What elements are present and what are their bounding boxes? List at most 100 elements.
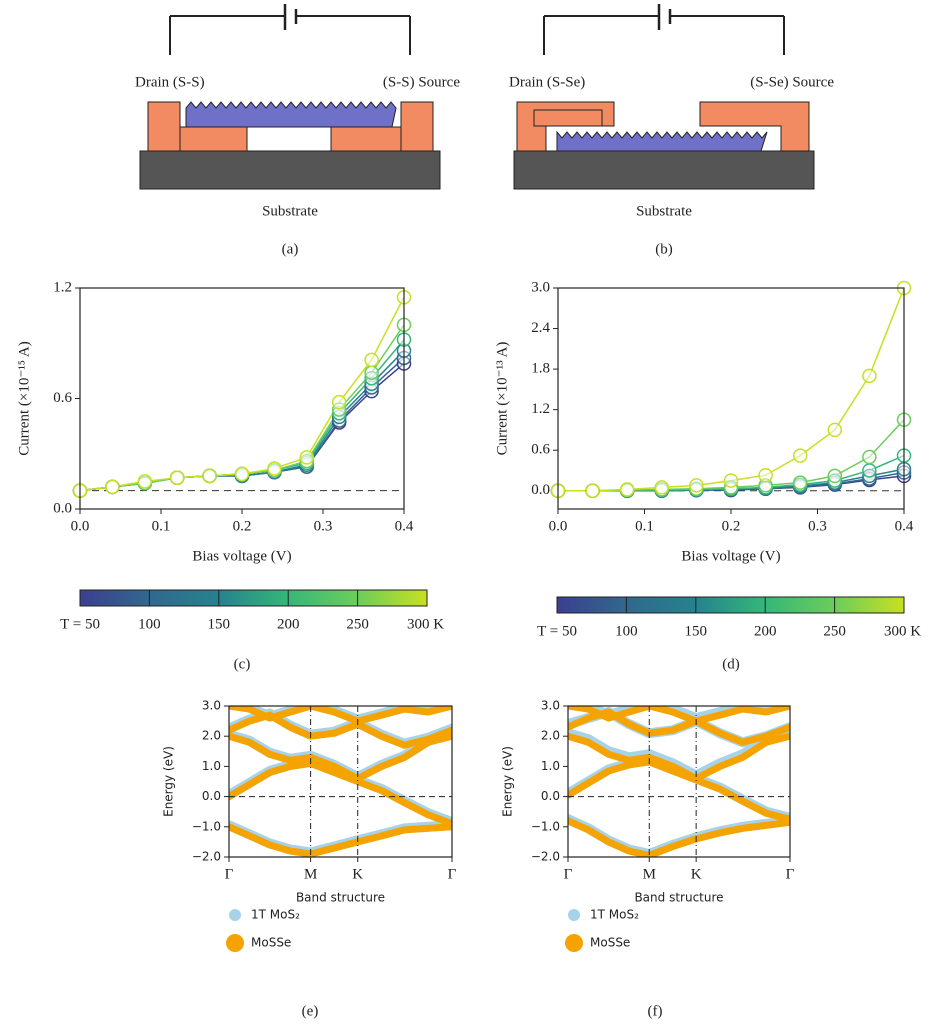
y-tick-label: −1.0 (192, 819, 221, 833)
source-label: (S-Se) Source (750, 74, 834, 90)
y-tick-label: 1.8 (531, 361, 550, 377)
band-line (229, 759, 452, 828)
electrode (400, 101, 434, 152)
colorbar-label: 200 (277, 616, 300, 632)
y-tick-label: 2.0 (202, 729, 221, 743)
colorbar-label: 200 (754, 623, 777, 639)
x-tick-label: Γ (448, 866, 457, 882)
data-point (267, 461, 282, 476)
colorbar-label: 100 (138, 616, 161, 632)
legend-label: MoSSe (251, 936, 291, 950)
colorbar (79, 589, 428, 607)
x-axis-label: Band structure (296, 891, 385, 905)
x-axis-label: Bias voltage (V) (681, 548, 780, 564)
y-axis-label: Current (×10⁻¹⁵ A) (16, 341, 32, 455)
plot-frame (557, 287, 905, 510)
series-line (558, 288, 904, 492)
data-point (202, 468, 217, 484)
band-line (229, 732, 452, 782)
plot-area (229, 706, 452, 857)
colorbar (556, 596, 905, 614)
band-line (568, 817, 790, 857)
device-diagram: Drain (S-S) (S-S) Source Substrate (a) (135, 4, 460, 257)
colorbar-label: T = 50 (60, 616, 100, 632)
data-point (827, 468, 843, 484)
data-point (792, 475, 808, 490)
y-tick-label: 1.2 (531, 401, 550, 417)
x-tick-label: 0.1 (635, 518, 654, 534)
colorbar-label: 150 (685, 623, 708, 639)
data-point (758, 467, 773, 483)
band-line (568, 758, 790, 823)
x-tick-label: Γ (786, 866, 795, 882)
panel-label: (f) (648, 1003, 663, 1019)
data-point (137, 474, 153, 489)
y-tick-label: 0.0 (202, 789, 221, 803)
band-line (568, 706, 790, 725)
legend-marker (568, 909, 580, 921)
legend-label: 1T MoS₂ (590, 908, 639, 922)
panel-label: (c) (234, 656, 251, 672)
data-point (169, 470, 185, 485)
colorbar-label: 150 (208, 616, 231, 632)
data-point (299, 450, 315, 465)
plot-frame (567, 705, 791, 858)
y-axis-label: Current (×10⁻¹³ A) (494, 342, 510, 456)
x-tick-label: 0.0 (549, 518, 568, 534)
plot-frame (79, 287, 405, 510)
band-line (229, 823, 452, 857)
y-tick-label: 3.0 (531, 279, 550, 295)
y-tick-label: 0.0 (531, 482, 550, 498)
series-line (80, 296, 404, 492)
panel-label: (b) (655, 241, 673, 257)
data-point (585, 483, 600, 499)
band-line (568, 732, 790, 782)
colorbar-label: 300 K (407, 616, 444, 632)
x-tick-label: Γ (225, 866, 234, 882)
y-tick-label: 0.0 (541, 789, 560, 803)
data-point (862, 449, 877, 465)
y-tick-label: 0.0 (53, 500, 72, 516)
band-chart: −2.0 −1.0 0.0 1.0 2.0 3.0 Γ M K Γ Band structure En… (501, 699, 795, 1020)
device-diagram: Drain (S-Se) (S-Se) Source Substrate (b) (509, 4, 834, 257)
y-tick-label: 1.2 (53, 279, 72, 295)
panel-label: (d) (722, 656, 740, 672)
y-tick-label: 3.0 (202, 699, 221, 713)
x-axis-label: Band structure (634, 891, 723, 905)
plot-area (80, 296, 404, 492)
panel-label: (e) (302, 1003, 319, 1019)
channel (185, 101, 397, 128)
band-chart: −2.0 −1.0 0.0 1.0 2.0 3.0 Γ M K Γ Band structure En… (162, 699, 457, 1020)
x-tick-label: K (352, 866, 363, 882)
y-tick-label: 0.6 (53, 390, 72, 406)
data-point (862, 368, 877, 384)
colorbar-label: 250 (346, 616, 369, 632)
x-tick-label: 0.0 (71, 518, 90, 534)
substrate-label: Substrate (262, 203, 318, 219)
data-point (689, 478, 704, 493)
data-point (792, 448, 808, 463)
colorbar-label: 300 K (884, 623, 921, 639)
substrate (513, 150, 815, 190)
y-tick-label: −1.0 (531, 819, 560, 833)
legend-label: 1T MoS₂ (251, 908, 300, 922)
legend-marker (229, 909, 241, 921)
y-tick-label: 1.0 (541, 759, 560, 773)
legend-marker (565, 934, 583, 952)
x-tick-label: 0.4 (895, 518, 914, 534)
y-axis-label: Energy (eV) (162, 746, 176, 817)
x-tick-label: K (691, 866, 702, 882)
colorbar-label: 250 (823, 623, 846, 639)
plot-frame (228, 705, 453, 858)
y-tick-label: 3.0 (541, 699, 560, 713)
x-tick-label: 0.4 (395, 518, 414, 534)
colorbar-label: T = 50 (537, 623, 577, 639)
x-tick-label: 0.1 (152, 518, 171, 534)
line-chart: 0.0 0.6 1.2 1.8 2.4 3.0 0.0 0.1 0.2 0.3 0.4 Bias vo… (494, 279, 921, 672)
data-point (331, 394, 347, 410)
source-label: (S-S) Source (383, 74, 460, 90)
y-tick-label: −2.0 (192, 850, 221, 864)
electrode (533, 109, 603, 127)
y-axis-label: Energy (eV) (501, 746, 515, 817)
